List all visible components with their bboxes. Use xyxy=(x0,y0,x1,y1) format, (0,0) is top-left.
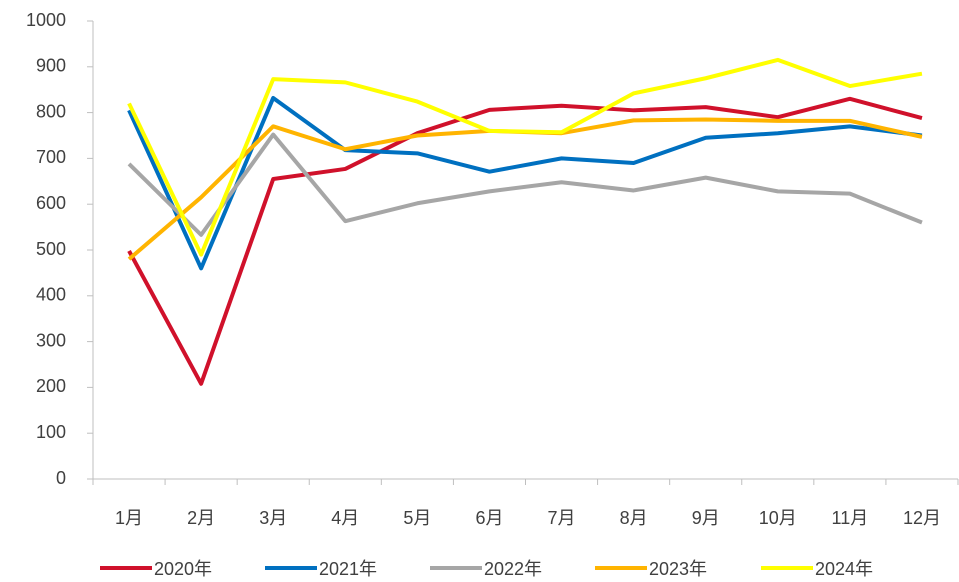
legend-label: 2024年 xyxy=(815,559,873,579)
y-tick-label: 200 xyxy=(36,376,66,396)
x-tick-label: 4月 xyxy=(331,508,359,528)
y-tick-label: 100 xyxy=(36,422,66,442)
x-tick-label: 11月 xyxy=(832,508,869,528)
x-tick-label: 7月 xyxy=(548,508,576,528)
x-tick-label: 9月 xyxy=(692,508,720,528)
y-tick-label: 900 xyxy=(36,56,66,76)
y-tick-label: 0 xyxy=(56,468,66,488)
y-tick-label: 300 xyxy=(36,330,66,350)
y-tick-label: 1000 xyxy=(26,10,66,30)
x-tick-label: 3月 xyxy=(259,508,287,528)
x-tick-label: 10月 xyxy=(759,508,797,528)
y-tick-label: 400 xyxy=(36,285,66,305)
legend-label: 2023年 xyxy=(649,559,707,579)
y-tick-label: 800 xyxy=(36,101,66,121)
legend-label: 2020年 xyxy=(154,559,212,579)
y-tick-label: 500 xyxy=(36,239,66,259)
legend-label: 2021年 xyxy=(319,559,377,579)
legend-label: 2022年 xyxy=(484,559,542,579)
x-tick-label: 5月 xyxy=(403,508,431,528)
line-series xyxy=(129,98,922,268)
y-tick-label: 700 xyxy=(36,147,66,167)
chart: 0 100 200 300 400 500 600 700 800 900 1000 1月 2月 3月 4月… xyxy=(0,0,959,582)
x-tick-label: 2月 xyxy=(187,508,215,528)
x-tick-label: 1月 xyxy=(115,508,143,528)
x-tick-label: 8月 xyxy=(620,508,648,528)
x-tick-label: 6月 xyxy=(475,508,503,528)
x-tick-label: 12月 xyxy=(903,508,941,528)
y-tick-label: 600 xyxy=(36,193,66,213)
